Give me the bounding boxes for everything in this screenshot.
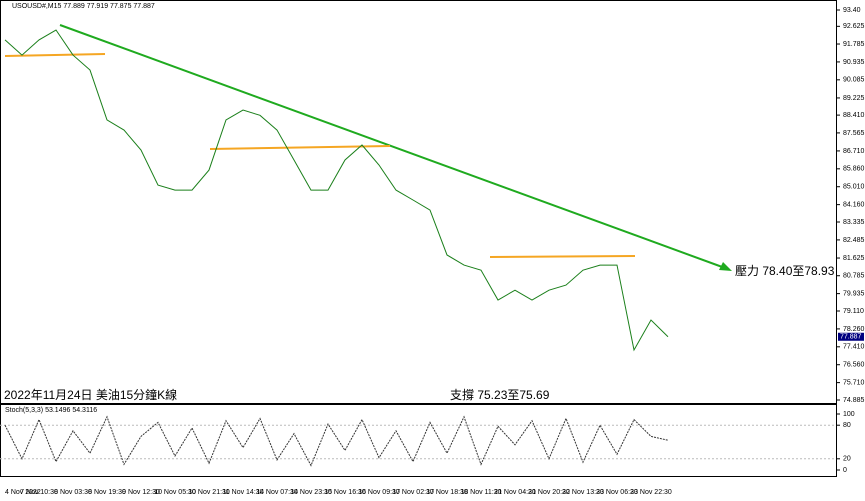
y-tick-label: 87.565 <box>843 130 865 137</box>
y-tick-label: 85.010 <box>843 184 865 191</box>
y-tick-label: 81.625 <box>843 255 865 262</box>
trend-line <box>59 24 726 269</box>
last-price-box <box>838 332 864 341</box>
x-tick-label: 10 Nov 05:30 <box>154 489 196 496</box>
y-tick-label: 93.40 <box>843 7 861 14</box>
y-tick-label: 90.085 <box>843 77 865 84</box>
y-tick-label: 74.885 <box>843 397 865 404</box>
chart-title: USOUSD#,M15 77.889 77.919 77.875 77.887 <box>12 3 155 10</box>
main-frame <box>0 0 837 404</box>
x-tick-label: 21 Nov 20:30 <box>528 489 570 496</box>
y-tick-label: 80.785 <box>843 273 865 280</box>
y-tick-label: 91.785 <box>843 41 865 48</box>
y-tick-label: 92.625 <box>843 23 865 30</box>
y-tick-label: 79.935 <box>843 290 865 297</box>
annotation: 壓力 78.40至78.93 <box>735 264 835 278</box>
x-tick-label: 11 Nov 14:30 <box>222 489 263 496</box>
y-tick-label: 80 <box>843 422 851 429</box>
annotation: 支撐 75.23至75.69 <box>450 388 550 402</box>
y-tick-label: 75.710 <box>843 379 865 386</box>
y-tick-label: 77.410 <box>843 344 865 351</box>
x-tick-label: 21 Nov 04:30 <box>494 489 536 496</box>
y-tick-label: 85.860 <box>843 166 865 173</box>
level-line <box>489 255 636 258</box>
y-tick-label: 83.335 <box>843 219 865 226</box>
x-tick-label: 23 Nov 06:30 <box>596 489 638 496</box>
x-tick-label: 4 Nov 2022 <box>5 489 41 496</box>
y-tick-label: 82.485 <box>843 237 865 244</box>
level-line <box>4 53 106 57</box>
x-tick-label: 18 Nov 11:30 <box>460 489 501 496</box>
y-tick-label: 20 <box>843 456 851 463</box>
x-tick-label: 8 Nov 19:30 <box>88 489 126 496</box>
x-tick-label: 17 Nov 18:30 <box>426 489 468 496</box>
x-tick-label: 15 Nov 16:30 <box>324 489 366 496</box>
y-tick-label: 86.710 <box>843 148 865 155</box>
x-tick-label: 23 Nov 22:30 <box>630 489 672 496</box>
y-tick-label: 76.560 <box>843 362 865 369</box>
stoch-frame <box>0 404 837 477</box>
trend-arrow <box>719 262 732 271</box>
y-tick-label: 89.225 <box>843 95 865 102</box>
y-tick-label: 100 <box>843 411 855 418</box>
x-tick-label: 14 Nov 07:30 <box>256 489 298 496</box>
y-tick-label: 78.260 <box>843 326 865 333</box>
x-tick-label: 10 Nov 21:30 <box>188 489 230 496</box>
x-tick-label: 16 Nov 09:30 <box>358 489 400 496</box>
price-line <box>4 415 669 467</box>
x-tick-label: 8 Nov 03:30 <box>54 489 92 496</box>
y-tick-label: 84.160 <box>843 201 865 208</box>
annotation: 2022年11月24日 美油15分鐘K線 <box>4 387 177 402</box>
price-line <box>4 29 669 352</box>
y-tick-label: 0 <box>843 467 847 474</box>
x-tick-label: 9 Nov 12:30 <box>122 489 160 496</box>
x-tick-label: 17 Nov 02:30 <box>392 489 434 496</box>
y-tick-label: 90.935 <box>843 59 865 66</box>
stoch-title: Stoch(5,3,3) 53.1496 54.3116 <box>5 407 97 414</box>
last-price-label: 77.887 <box>840 334 862 341</box>
y-tick-label: 79.110 <box>843 308 864 315</box>
x-tick-label: 14 Nov 23:30 <box>290 489 332 496</box>
x-tick-label: 7 Nov 10:30 <box>20 489 58 496</box>
y-tick-label: 88.410 <box>843 112 865 119</box>
x-tick-label: 22 Nov 13:30 <box>562 489 604 496</box>
